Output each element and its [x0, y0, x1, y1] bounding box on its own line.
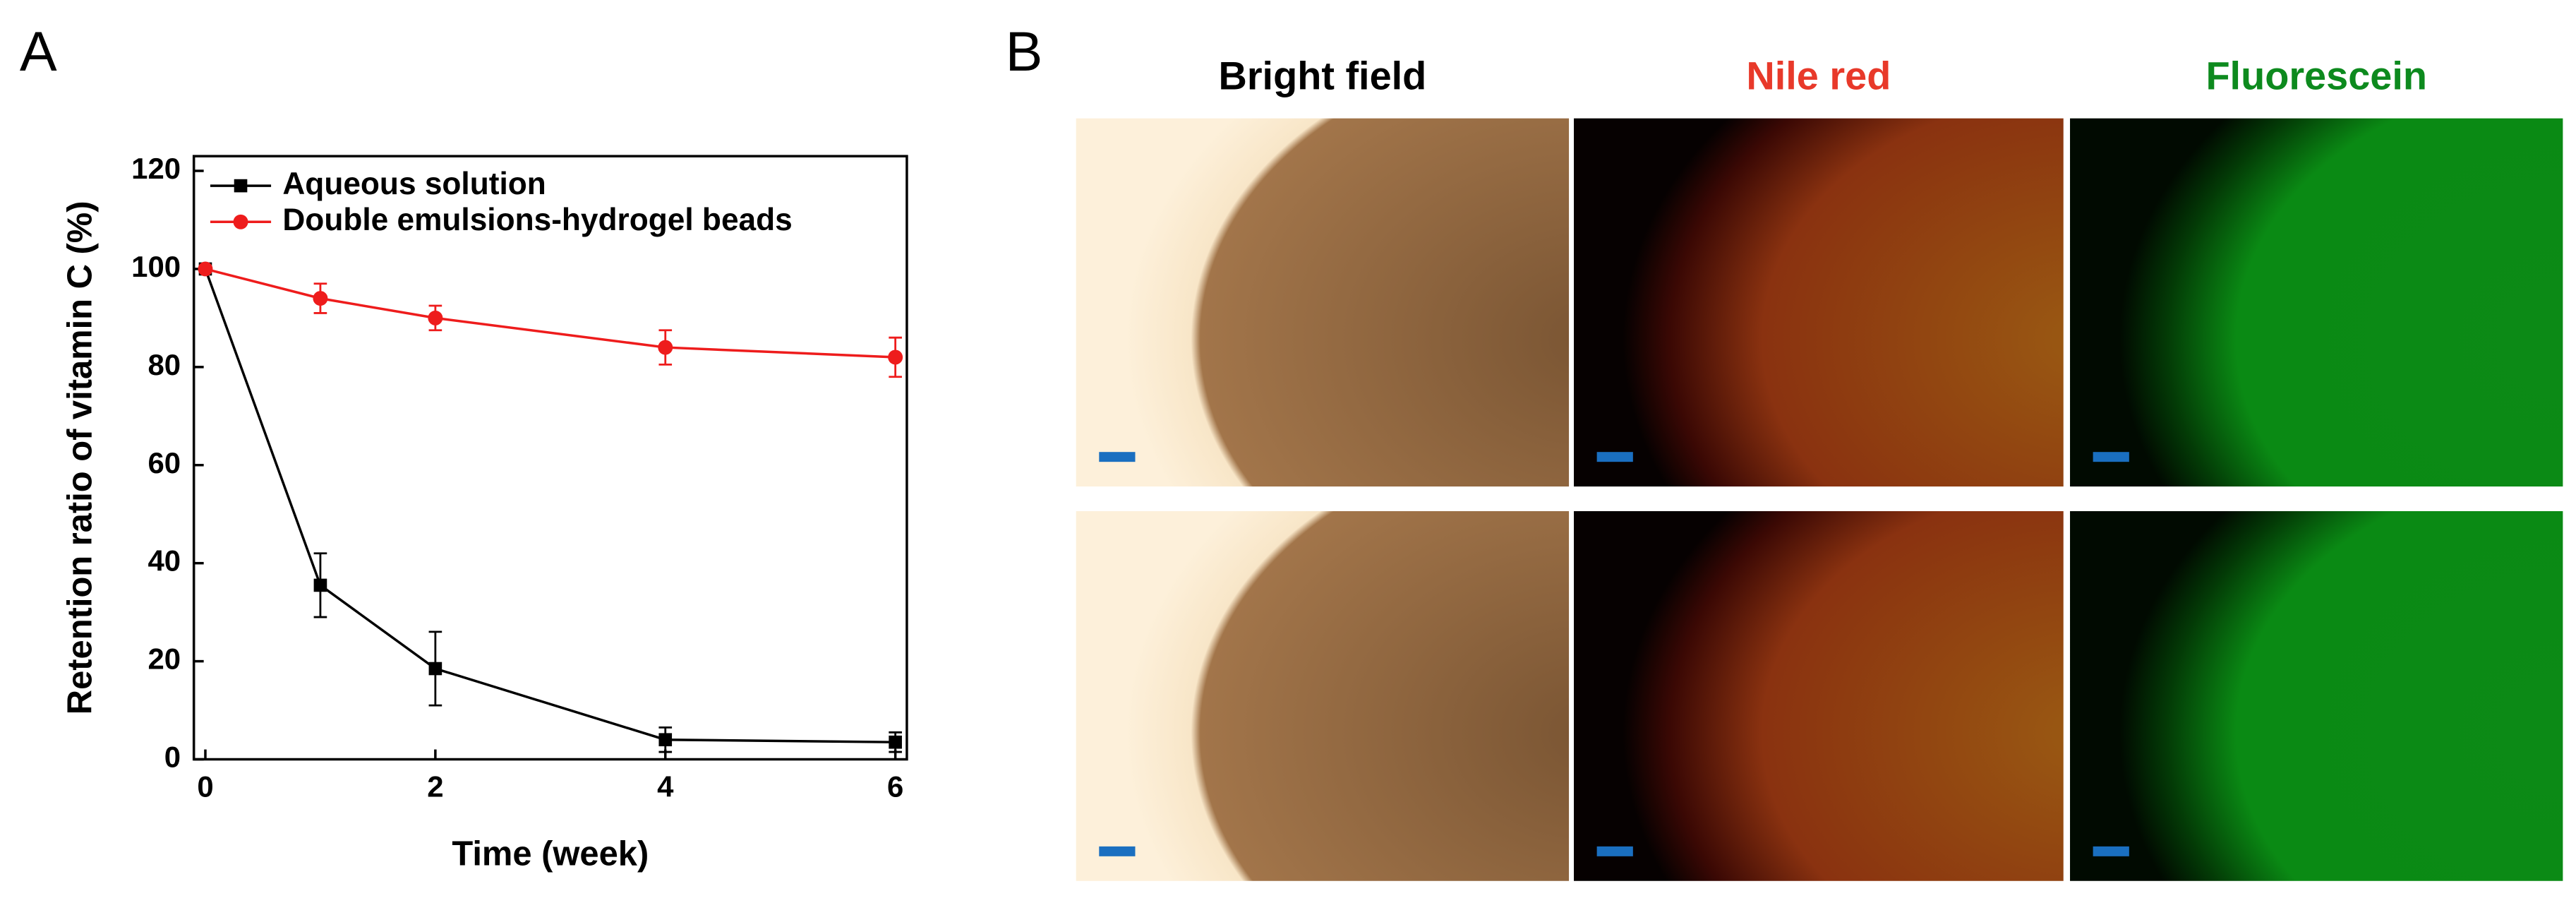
y-tick-label: 0 [164, 741, 181, 774]
data-point [198, 261, 213, 277]
scale-bar [1596, 452, 1633, 462]
image-column-title: Nile red [1746, 54, 1891, 98]
y-tick-label: 40 [148, 544, 181, 578]
data-point [658, 340, 673, 355]
data-point [313, 291, 328, 306]
image [1076, 510, 1570, 881]
x-tick-label: 4 [657, 770, 674, 803]
y-tick-label: 120 [131, 152, 181, 185]
y-axis-title: Retention ratio of vitamin C (%) [61, 201, 99, 714]
data-point [313, 578, 327, 592]
x-tick-label: 2 [427, 770, 443, 803]
scale-bar [2093, 452, 2129, 462]
image-column-title: Bright field [1218, 54, 1426, 98]
scale-bar [1099, 452, 1136, 462]
data-point [428, 310, 443, 325]
data-point [428, 662, 443, 676]
image [2070, 510, 2563, 881]
panel-label: B [1006, 20, 1043, 83]
image [1076, 118, 1570, 487]
image [1574, 118, 2064, 487]
y-tick-label: 80 [148, 348, 181, 381]
x-axis-title: Time (week) [452, 835, 649, 873]
x-tick-label: 0 [197, 770, 213, 803]
series-line [205, 268, 896, 359]
data-point [888, 349, 903, 365]
scale-bar [2093, 846, 2129, 856]
legend-label: Double emulsions-hydrogel beads [282, 203, 792, 237]
y-tick-label: 20 [148, 642, 181, 676]
scale-bar [1099, 846, 1136, 856]
panel-label: A [20, 20, 57, 83]
data-point [889, 735, 902, 749]
y-tick-label: 100 [131, 250, 181, 283]
micrographs [1076, 118, 2563, 881]
legend-marker [234, 179, 248, 193]
series-line [204, 268, 896, 743]
plot-frame [192, 155, 908, 761]
scale-bar [1596, 846, 1633, 856]
image [2070, 118, 2563, 487]
y-tick-label: 60 [148, 446, 181, 479]
legend-marker [233, 214, 248, 229]
image-column-title: Fluorescein [2205, 54, 2427, 98]
image [1574, 510, 2064, 881]
data-point [658, 733, 673, 747]
x-tick-label: 6 [887, 770, 903, 803]
legend-label: Aqueous solution [282, 167, 546, 201]
